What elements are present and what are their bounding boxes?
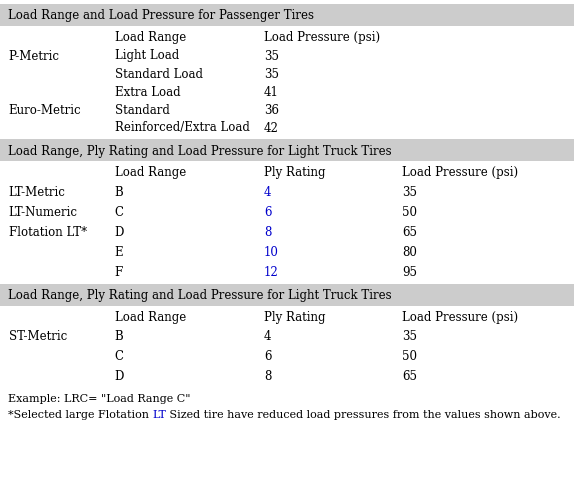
Text: B: B (115, 330, 123, 344)
Text: Ply Rating: Ply Rating (264, 312, 325, 325)
Text: 4: 4 (264, 186, 272, 198)
Text: 4: 4 (264, 330, 272, 344)
Text: ST-Metric: ST-Metric (9, 330, 67, 344)
Text: D: D (115, 370, 124, 383)
Text: Standard Load: Standard Load (115, 68, 203, 81)
Bar (0, 139, 574, 161)
Text: Euro-Metric: Euro-Metric (9, 104, 82, 117)
Text: 65: 65 (402, 370, 417, 383)
Text: Load Range, Ply Rating and Load Pressure for Light Truck Tires: Load Range, Ply Rating and Load Pressure… (8, 290, 391, 302)
Text: Load Range: Load Range (115, 167, 186, 179)
Text: 41: 41 (264, 86, 279, 99)
Text: 36: 36 (264, 104, 279, 117)
Text: *Selected large Flotation: *Selected large Flotation (8, 410, 153, 420)
Text: 35: 35 (402, 330, 417, 344)
Text: 50: 50 (402, 350, 417, 364)
Text: Load Pressure (psi): Load Pressure (psi) (402, 312, 518, 325)
Text: Load Range: Load Range (115, 312, 186, 325)
Text: Extra Load: Extra Load (115, 86, 180, 99)
Bar (0, 4, 574, 26)
Text: C: C (115, 206, 124, 219)
Text: 80: 80 (402, 245, 417, 259)
Text: 42: 42 (264, 122, 279, 135)
Text: Example: LRC= "Load Range C": Example: LRC= "Load Range C" (8, 394, 191, 404)
Text: 50: 50 (402, 206, 417, 219)
Text: Load Pressure (psi): Load Pressure (psi) (264, 32, 380, 45)
Text: Load Range: Load Range (115, 32, 186, 45)
Text: Load Range, Ply Rating and Load Pressure for Light Truck Tires: Load Range, Ply Rating and Load Pressure… (8, 144, 391, 157)
Text: 35: 35 (264, 68, 279, 81)
Text: Flotation LT*: Flotation LT* (9, 226, 87, 239)
Text: B: B (115, 186, 123, 198)
Text: F: F (115, 265, 123, 278)
Text: Standard: Standard (115, 104, 170, 117)
Text: P-Metric: P-Metric (9, 50, 60, 63)
Text: 10: 10 (264, 245, 279, 259)
Text: 6: 6 (264, 350, 272, 364)
Text: C: C (115, 350, 124, 364)
Text: Reinforced/Extra Load: Reinforced/Extra Load (115, 122, 250, 135)
Text: 12: 12 (264, 265, 279, 278)
Text: E: E (115, 245, 123, 259)
Text: LT-Metric: LT-Metric (9, 186, 65, 198)
Text: Load Range and Load Pressure for Passenger Tires: Load Range and Load Pressure for Passeng… (8, 10, 314, 22)
Bar (0, 284, 574, 306)
Text: 8: 8 (264, 226, 272, 239)
Text: Ply Rating: Ply Rating (264, 167, 325, 179)
Text: 35: 35 (402, 186, 417, 198)
Text: 65: 65 (402, 226, 417, 239)
Text: D: D (115, 226, 124, 239)
Text: LT: LT (153, 410, 166, 420)
Text: 6: 6 (264, 206, 272, 219)
Text: 95: 95 (402, 265, 417, 278)
Text: LT-Numeric: LT-Numeric (9, 206, 77, 219)
Text: Light Load: Light Load (115, 50, 179, 63)
Text: 8: 8 (264, 370, 272, 383)
Text: 35: 35 (264, 50, 279, 63)
Text: Load Pressure (psi): Load Pressure (psi) (402, 167, 518, 179)
Text: Sized tire have reduced load pressures from the values shown above.: Sized tire have reduced load pressures f… (166, 410, 561, 420)
